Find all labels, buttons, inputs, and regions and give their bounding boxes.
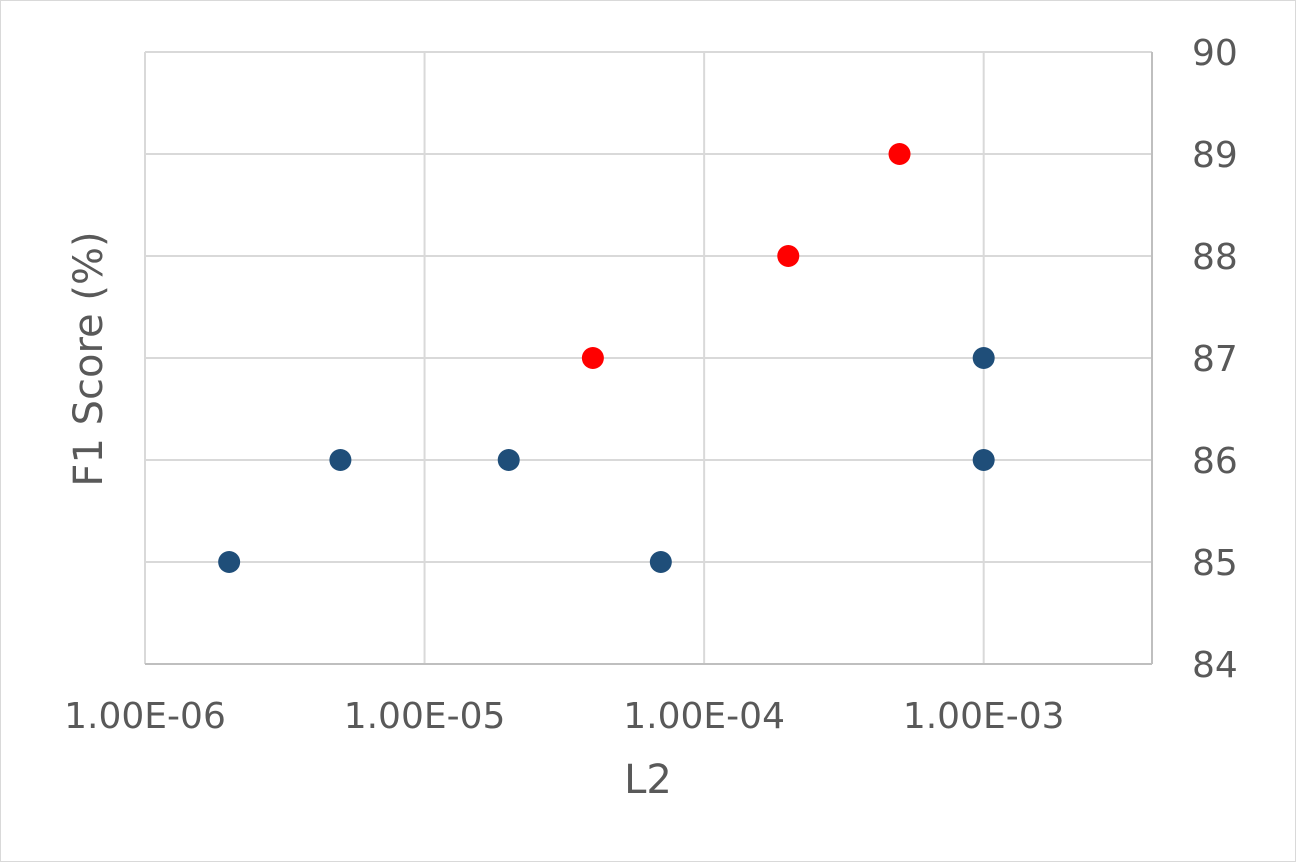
scatter-point: [777, 245, 800, 267]
x-axis-title: L2: [624, 757, 672, 803]
y-tick-label: 90: [1192, 33, 1238, 74]
y-tick-label: 85: [1192, 543, 1238, 584]
scatter-point: [581, 347, 604, 369]
scatter-point: [497, 449, 520, 471]
scatter-point: [888, 143, 911, 165]
scatter-point: [972, 347, 995, 369]
plot-area-border: [144, 51, 1153, 665]
x-tick-label: 1.00E-05: [344, 696, 506, 737]
y-axis-title: F1 Score (%): [66, 231, 112, 486]
y-tick-label: 84: [1192, 645, 1238, 686]
scatter-point: [972, 449, 995, 471]
y-tick-label: 86: [1192, 441, 1238, 482]
x-tick-label: 1.00E-04: [623, 696, 785, 737]
y-tick-label: 88: [1192, 237, 1238, 278]
y-tick-label: 89: [1192, 135, 1238, 176]
y-tick-label: 87: [1192, 339, 1238, 380]
horizontal-gridlines: [145, 51, 1152, 665]
scatter-point: [218, 551, 241, 573]
data-points: [218, 143, 995, 573]
scatter-point: [329, 449, 352, 471]
x-tick-label: 1.00E-06: [64, 696, 226, 737]
x-axis-tick-labels: 1.00E-06 1.00E-05 1.00E-04 1.00E-03: [64, 696, 1064, 737]
scatter-point: [649, 551, 672, 573]
y-axis-tick-labels: 84 85 86 87 88 89 90: [1192, 33, 1238, 686]
x-tick-label: 1.00E-03: [903, 696, 1065, 737]
